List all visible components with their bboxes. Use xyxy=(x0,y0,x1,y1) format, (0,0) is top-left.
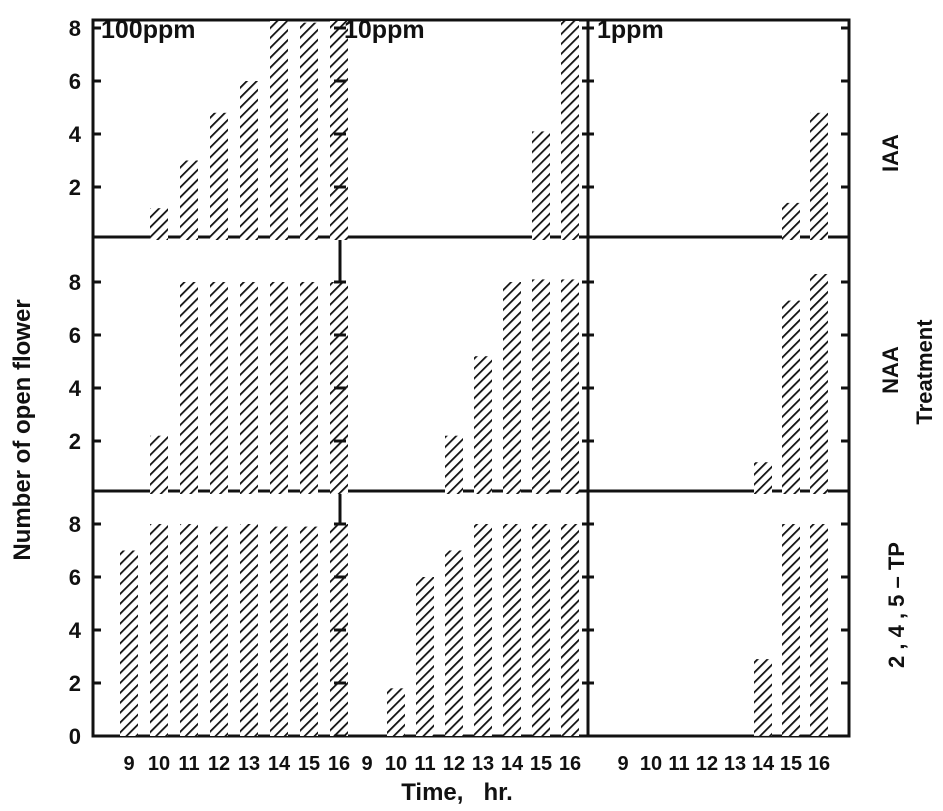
x-tick-label: 12 xyxy=(696,753,718,775)
y-tick-label: 6 xyxy=(69,565,81,590)
x-tick-label: 9 xyxy=(617,753,628,775)
x-tick-label: 11 xyxy=(178,753,199,775)
row-label-iaa: IAA xyxy=(878,134,903,172)
y-tick-label: 4 xyxy=(69,376,82,401)
bar xyxy=(240,282,258,494)
panel-dividers xyxy=(93,20,849,736)
y-tick-label: 6 xyxy=(69,323,81,348)
column-label-100ppm: 100ppm xyxy=(101,16,195,44)
x-tick-label: 15 xyxy=(780,753,802,775)
x-tick-label: 10 xyxy=(640,753,662,775)
bar xyxy=(210,526,228,736)
x-tick-label: 9 xyxy=(361,753,372,775)
y-tick-label: 4 xyxy=(69,618,82,643)
x-tick-label: 12 xyxy=(208,753,230,775)
bar xyxy=(474,524,492,736)
y-tick-label: 0 xyxy=(69,724,81,749)
row-label-naa: NAA xyxy=(878,346,903,394)
row-group-label: Treatment xyxy=(912,319,937,425)
bar xyxy=(180,282,198,494)
x-tick-label: 13 xyxy=(472,753,494,775)
bar xyxy=(270,21,288,240)
y-tick-label: 8 xyxy=(69,512,81,537)
bar xyxy=(532,524,550,736)
bar xyxy=(532,131,550,240)
y-tick-label: 8 xyxy=(69,16,81,41)
x-axis-ticks: 9 10 11 12 13 14 15 16 9 10 11 12 13 14 15 16 9 10 11 12 13 1… xyxy=(123,753,830,775)
bar xyxy=(387,688,405,736)
bar xyxy=(150,524,168,736)
bar xyxy=(150,435,168,494)
bar xyxy=(300,526,318,736)
x-tick-label: 11 xyxy=(668,753,689,775)
y-tick-label: 2 xyxy=(69,175,81,200)
bar xyxy=(270,526,288,736)
x-tick-label: 16 xyxy=(559,753,581,775)
x-tick-label: 16 xyxy=(808,753,830,775)
x-tick-label: 9 xyxy=(123,753,134,775)
column-label-10ppm: 10ppm xyxy=(344,16,425,44)
x-tick-label: 14 xyxy=(752,753,775,775)
bar xyxy=(561,279,579,494)
bar xyxy=(810,274,828,494)
bar xyxy=(210,112,228,240)
y-tick-label: 2 xyxy=(69,671,81,696)
bar xyxy=(754,659,772,736)
x-tick-label: 14 xyxy=(268,753,291,775)
y-axis-ticks: 2 4 6 8 2 4 6 8 0 2 4 6 8 xyxy=(69,16,849,749)
x-tick-label: 13 xyxy=(238,753,260,775)
bar xyxy=(180,160,198,240)
bar xyxy=(754,462,772,494)
bar xyxy=(561,21,579,240)
bar xyxy=(210,282,228,494)
bar xyxy=(503,282,521,494)
y-tick-label: 6 xyxy=(69,69,81,94)
x-tick-label: 15 xyxy=(298,753,320,775)
y-tick-label: 8 xyxy=(69,270,81,295)
bar xyxy=(503,524,521,736)
y-axis-label: Number of open flower xyxy=(9,299,36,560)
bars-layer xyxy=(120,21,828,736)
bar xyxy=(180,524,198,736)
bar xyxy=(474,356,492,494)
bar xyxy=(416,577,434,736)
x-tick-label: 16 xyxy=(328,753,350,775)
bar xyxy=(330,21,348,240)
y-tick-label: 4 xyxy=(69,122,82,147)
x-tick-label: 12 xyxy=(443,753,465,775)
bar xyxy=(445,435,463,494)
x-tick-label: 10 xyxy=(148,753,170,775)
column-label-1ppm: 1ppm xyxy=(597,16,664,44)
bar xyxy=(300,282,318,494)
bar xyxy=(782,300,800,494)
row-label-245tp: 2 , 4 , 5 – TP xyxy=(884,542,909,668)
bar xyxy=(782,202,800,240)
x-tick-label: 11 xyxy=(414,753,435,775)
bar xyxy=(810,524,828,736)
plot-frame xyxy=(91,18,851,738)
bar xyxy=(240,81,258,240)
bar xyxy=(810,112,828,240)
bar xyxy=(240,524,258,736)
bar xyxy=(782,524,800,736)
bar xyxy=(300,22,318,241)
bar xyxy=(532,279,550,494)
bar xyxy=(120,550,138,736)
x-tick-label: 14 xyxy=(501,753,524,775)
y-tick-label: 2 xyxy=(69,429,81,454)
x-axis-label: Time, hr. xyxy=(401,779,513,806)
bar xyxy=(270,282,288,494)
bar xyxy=(150,208,168,240)
bar xyxy=(445,550,463,736)
x-tick-label: 15 xyxy=(530,753,552,775)
x-tick-label: 10 xyxy=(385,753,407,775)
x-tick-label: 13 xyxy=(724,753,746,775)
bar xyxy=(561,524,579,736)
